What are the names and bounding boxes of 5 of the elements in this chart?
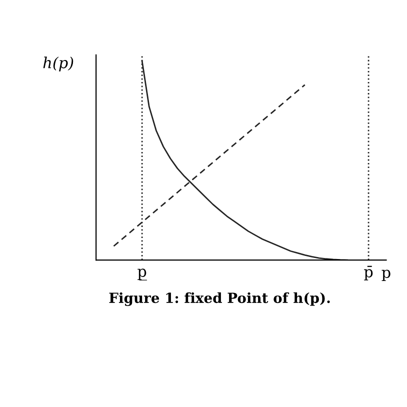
x-tick-label: p̲ bbox=[138, 268, 147, 280]
x-axis-title: p bbox=[382, 270, 390, 282]
x-tick-label: p̄ bbox=[364, 266, 373, 280]
y-axis-title: h(p) bbox=[43, 56, 74, 72]
text: Figure 1: fixed Point of h(p). bbox=[109, 292, 330, 306]
